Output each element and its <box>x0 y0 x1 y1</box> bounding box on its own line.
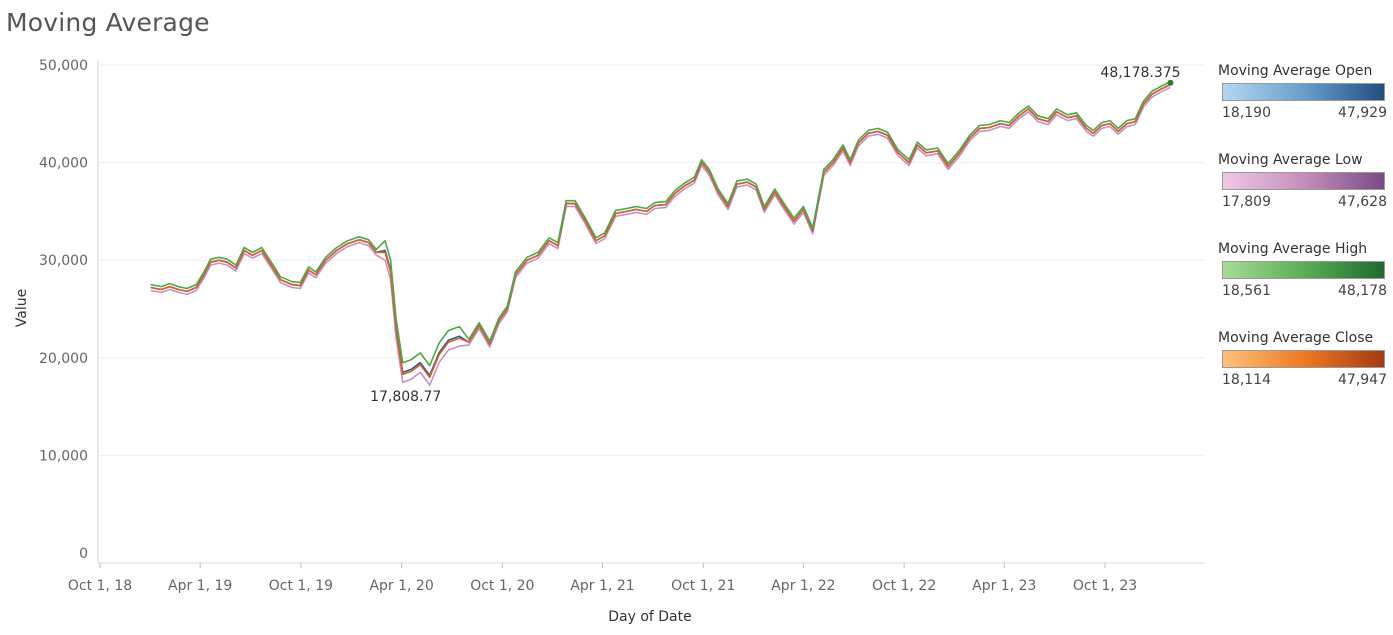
legend-max-value: 47,628 <box>1338 194 1387 210</box>
legend-range: 18,561 48,178 <box>1222 283 1387 299</box>
legend-max-value: 47,929 <box>1338 105 1387 121</box>
annotations: 48,178.375 17,808.77 <box>370 65 1181 405</box>
series-line-moving-average-high <box>150 80 1171 367</box>
legend-min-value: 18,190 <box>1222 105 1271 121</box>
max-point-marker <box>1167 79 1174 86</box>
legend-min-value: 18,114 <box>1222 372 1271 388</box>
x-tick-label: Oct 1, 20 <box>470 578 534 594</box>
y-tick-label: 40,000 <box>39 156 88 172</box>
y-tick-label: 20,000 <box>39 351 88 367</box>
y-tick-label: 30,000 <box>39 253 88 269</box>
x-tick-label: Apr 1, 19 <box>168 578 232 594</box>
x-axis-label: Day of Date <box>608 609 692 625</box>
x-tick-label: Oct 1, 18 <box>68 578 132 594</box>
legend-color-ramp <box>1222 172 1385 190</box>
max-annotation-label: 48,178.375 <box>1100 65 1180 81</box>
legend-moving-average-open: Moving Average Open 18,190 47,929 <box>1218 63 1388 121</box>
y-axis: 0 10,000 20,000 30,000 40,000 50,000 <box>39 58 88 562</box>
series-lines <box>150 80 1171 386</box>
legend-title: Moving Average Close <box>1218 330 1374 346</box>
legend-moving-average-low: Moving Average Low 17,809 47,628 <box>1218 152 1388 210</box>
legend-color-ramp <box>1222 350 1385 368</box>
min-annotation-label: 17,808.77 <box>370 389 441 405</box>
y-tick-label: 50,000 <box>39 58 88 74</box>
y-tick-label: 0 <box>79 546 88 562</box>
legend-range: 18,190 47,929 <box>1222 105 1387 121</box>
series-line-moving-average-open <box>150 83 1171 377</box>
x-tick-label: Apr 1, 20 <box>369 578 433 594</box>
chart-title: Moving Average <box>6 8 210 37</box>
legend-color-ramp <box>1222 261 1385 279</box>
series-line-moving-average-low <box>150 86 1171 386</box>
legend-range: 18,114 47,947 <box>1222 372 1387 388</box>
legend-moving-average-close: Moving Average Close 18,114 47,947 <box>1218 330 1388 388</box>
x-axis: Oct 1, 18 Apr 1, 19 Oct 1, 19 Apr 1, 20 Oct … <box>68 563 1137 594</box>
y-axis-label: Value <box>14 289 30 327</box>
line-chart: 0 10,000 20,000 30,000 40,000 50,000 Oct 1, 1… <box>14 58 1205 625</box>
legend-max-value: 47,947 <box>1338 372 1387 388</box>
x-tick-label: Oct 1, 23 <box>1073 578 1137 594</box>
x-tick-label: Apr 1, 22 <box>771 578 835 594</box>
legend-title: Moving Average Low <box>1218 152 1363 168</box>
legend-title: Moving Average Open <box>1218 63 1373 79</box>
legend-title: Moving Average High <box>1218 241 1368 257</box>
series-line-moving-average-close <box>150 83 1171 379</box>
x-tick-label: Apr 1, 21 <box>570 578 634 594</box>
legend-max-value: 48,178 <box>1338 283 1387 299</box>
grid-lines <box>97 60 1205 564</box>
legend-color-ramp <box>1222 83 1385 101</box>
legend-range: 17,809 47,628 <box>1222 194 1387 210</box>
y-tick-label: 10,000 <box>39 448 88 464</box>
x-tick-label: Oct 1, 22 <box>872 578 936 594</box>
x-tick-label: Oct 1, 19 <box>269 578 333 594</box>
legend-min-value: 17,809 <box>1222 194 1271 210</box>
x-tick-label: Apr 1, 23 <box>972 578 1036 594</box>
legend-min-value: 18,561 <box>1222 283 1271 299</box>
legend-moving-average-high: Moving Average High 18,561 48,178 <box>1218 241 1388 299</box>
x-tick-label: Oct 1, 21 <box>671 578 735 594</box>
